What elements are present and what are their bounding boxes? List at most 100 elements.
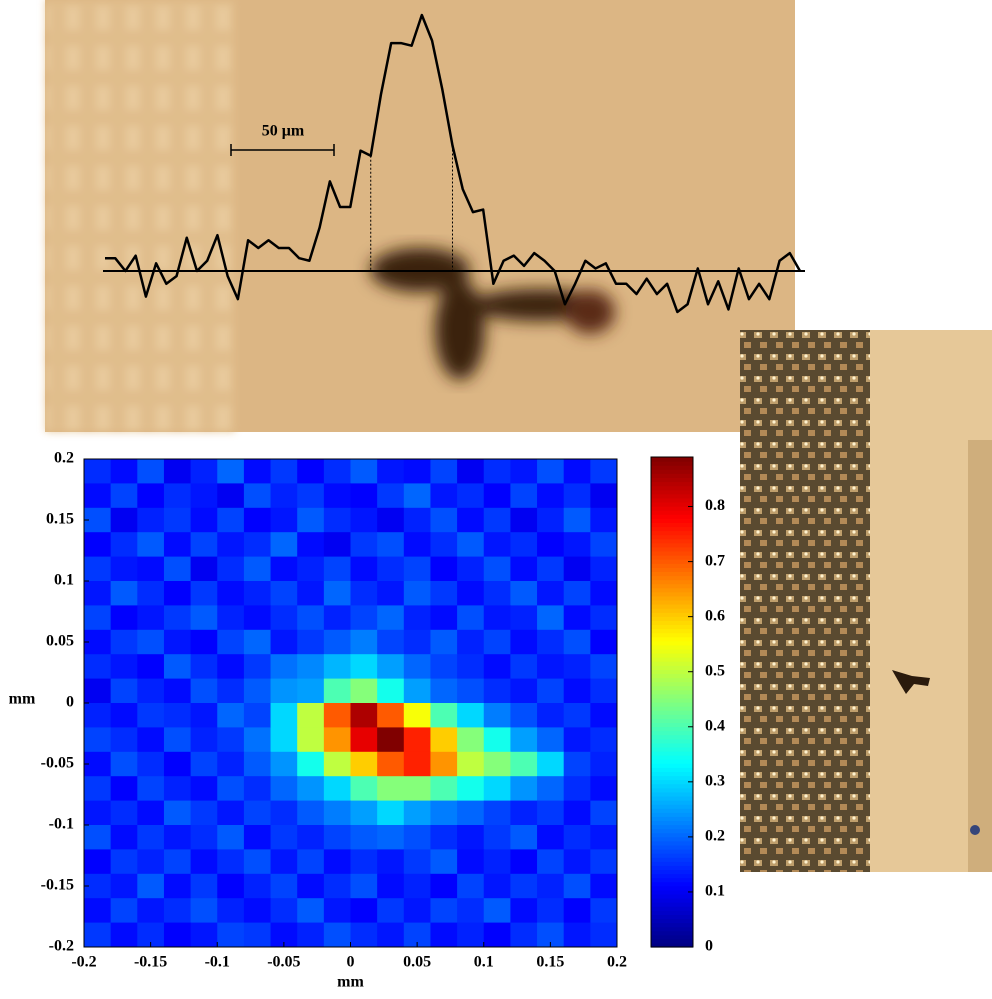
heat-cell — [403, 873, 431, 899]
heat-cell — [84, 459, 112, 484]
heat-cell — [457, 459, 485, 484]
heat-cell — [243, 922, 272, 948]
heat-cell — [190, 776, 218, 802]
heat-cell — [590, 605, 618, 631]
heat-cell — [430, 922, 458, 948]
heat-cell — [217, 751, 245, 777]
heat-cell — [217, 849, 245, 875]
heat-cell — [190, 898, 218, 924]
heat-cell — [457, 800, 485, 826]
colorbar-tick-label: 0.7 — [705, 552, 725, 569]
heat-cell — [483, 727, 511, 753]
heat-cell — [510, 556, 538, 582]
heat-cell — [84, 800, 112, 826]
colorbar-band — [651, 644, 693, 650]
heat-cell — [323, 654, 351, 680]
colorbar-band — [651, 493, 693, 499]
heat-cell — [243, 727, 272, 753]
heat-cell — [84, 678, 112, 704]
heat-cell — [350, 678, 378, 704]
heat-cell — [190, 849, 218, 875]
heat-cell — [377, 898, 405, 924]
colorbar-band — [651, 555, 693, 560]
heat-cell — [270, 459, 298, 484]
heat-cell — [270, 654, 298, 680]
heat-cell — [483, 581, 511, 606]
heat-cell — [243, 800, 272, 826]
colorbar-band — [651, 677, 693, 683]
heat-cell — [590, 459, 618, 484]
heat-cell — [137, 678, 165, 704]
heat-cell — [243, 459, 272, 484]
heat-cell — [590, 922, 618, 948]
heat-cell — [110, 776, 138, 802]
heat-cell — [110, 727, 138, 753]
heat-cell — [137, 825, 165, 850]
heat-cell — [563, 459, 591, 484]
heat-cell — [350, 776, 378, 802]
heat-cell — [510, 873, 538, 899]
colorbar-band — [651, 738, 693, 744]
y-tick-label: 0.2 — [54, 450, 74, 467]
colorbar-band — [651, 693, 693, 699]
colorbar-band — [651, 828, 693, 834]
heat-cell — [217, 459, 245, 484]
heat-cell — [297, 873, 325, 899]
colorbar-band — [651, 726, 693, 732]
heat-cell — [350, 556, 378, 582]
heat-cell — [137, 727, 165, 753]
heat-cell — [243, 605, 272, 631]
heat-cell — [137, 581, 165, 606]
heat-cell — [457, 483, 485, 509]
heat-cell — [350, 873, 378, 899]
y-tick-label: -0.15 — [41, 877, 74, 894]
heat-cell — [84, 776, 112, 802]
colorbar-band — [651, 779, 693, 785]
heat-cell — [403, 825, 431, 850]
colorbar-band — [651, 640, 693, 646]
heat-cell — [217, 483, 245, 509]
heat-cell — [430, 483, 458, 509]
y-tick-label: -0.2 — [49, 938, 74, 955]
heat-cell — [350, 459, 378, 484]
heat-cell — [483, 800, 511, 826]
heat-cell — [323, 605, 351, 631]
heat-cell — [377, 849, 405, 875]
heat-cell — [137, 483, 165, 509]
heat-cell — [270, 825, 298, 850]
heat-cell — [430, 703, 458, 728]
colorbar-band — [651, 938, 693, 944]
heat-cell — [270, 556, 298, 582]
heat-cell — [537, 581, 565, 606]
heat-cell — [190, 556, 218, 582]
heat-cell — [590, 898, 618, 924]
heat-cell — [110, 532, 138, 558]
heat-cell — [217, 532, 245, 558]
heat-cell — [457, 605, 485, 631]
colorbar-band — [651, 734, 693, 740]
heat-cell — [403, 654, 431, 680]
colorbar-tick-label: 0.3 — [705, 773, 725, 790]
heat-cell — [590, 532, 618, 558]
heat-cell — [350, 605, 378, 631]
heat-cell — [430, 556, 458, 582]
heat-cell — [457, 581, 485, 606]
colorbar-band — [651, 763, 693, 768]
colorbar-band — [651, 800, 693, 805]
heat-cell — [510, 532, 538, 558]
heat-cell — [563, 605, 591, 631]
heat-cell — [190, 800, 218, 826]
colorbar-band — [651, 534, 693, 540]
colorbar-band — [651, 942, 693, 948]
heat-cell — [190, 581, 218, 606]
heat-cell — [323, 459, 351, 484]
heat-cell — [563, 532, 591, 558]
heatmap-plot: -0.2 -0.15 -0.1 -0.05 0 0.05 0.1 0.15 0.2 -0.2 -0.… — [9, 450, 725, 991]
photo-top — [45, 0, 795, 432]
heat-cell — [430, 532, 458, 558]
colorbar-band — [651, 775, 693, 781]
colorbar-band — [651, 616, 693, 621]
heat-cell — [563, 922, 591, 948]
heat-cell — [403, 605, 431, 631]
